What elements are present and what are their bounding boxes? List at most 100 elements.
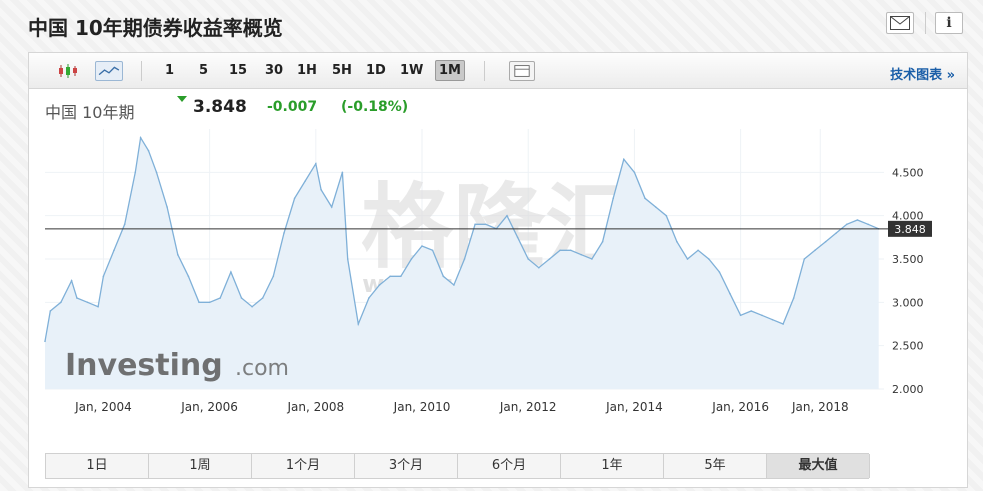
y-tick-label: 3.000 (892, 296, 924, 309)
data-point (612, 197, 614, 200)
data-point (591, 258, 593, 260)
x-tick-label: Jan, 2004 (74, 400, 132, 414)
range-button[interactable]: 1周 (149, 454, 252, 478)
range-button[interactable]: 5年 (664, 454, 767, 478)
data-point (538, 266, 540, 269)
data-point (782, 323, 784, 325)
data-point (665, 214, 668, 217)
x-tick-label: Jan, 2012 (499, 400, 557, 414)
data-point (261, 297, 264, 299)
range-button[interactable]: 1个月 (252, 454, 355, 478)
data-point (506, 214, 508, 217)
timeframe-5h[interactable]: 5H (332, 63, 352, 78)
header-divider (925, 12, 926, 34)
change-arrow-icon (177, 96, 187, 102)
data-point (272, 275, 275, 278)
data-point (516, 236, 519, 239)
x-tick-label: Jan, 2014 (605, 400, 663, 414)
data-point (304, 180, 307, 182)
data-point (814, 249, 816, 252)
data-point (421, 245, 423, 247)
timeframe-1d[interactable]: 1D (366, 63, 386, 78)
data-point (147, 149, 150, 152)
data-point (230, 271, 232, 273)
data-point (856, 219, 859, 221)
range-selector: 1日 1周 1个月 3个月 6个月 1年 5年 最大值 (45, 453, 870, 479)
data-point (341, 171, 344, 174)
technical-chart-link[interactable]: 技术图表 » (890, 68, 955, 83)
data-point (431, 249, 434, 252)
y-tick-label: 2.500 (892, 340, 924, 353)
data-point (527, 258, 529, 260)
instrument-name: 中国 10年期 (45, 103, 135, 122)
data-point (803, 258, 806, 260)
data-point (824, 240, 827, 243)
data-point (113, 249, 115, 252)
timeframe-1w[interactable]: 1W (400, 63, 424, 78)
data-point (623, 158, 625, 161)
timeframe-1h[interactable]: 1H (297, 63, 317, 78)
range-button[interactable]: 3个月 (355, 454, 458, 478)
x-tick-label: Jan, 2006 (180, 400, 238, 414)
range-button[interactable]: 最大值 (767, 454, 870, 478)
timeframe-5[interactable]: 5 (199, 63, 209, 78)
y-tick-label: 4.000 (892, 210, 924, 223)
range-button[interactable]: 6个月 (458, 454, 561, 478)
data-point (219, 297, 221, 299)
chart-plot[interactable]: 格隆汇www.gelonghui.com3.8482.0002.5003.000… (29, 129, 967, 449)
data-point (739, 314, 742, 317)
data-point (771, 318, 774, 321)
x-tick-label: Jan, 2016 (711, 400, 769, 414)
toolbar-separator (141, 61, 142, 81)
investing-logo-suffix: .com (235, 356, 289, 381)
info-icon[interactable]: i (935, 12, 963, 34)
data-point (463, 258, 466, 260)
data-point (835, 232, 837, 234)
current-value-tag (888, 220, 932, 237)
range-button[interactable]: 1年 (561, 454, 664, 478)
data-point (198, 301, 200, 304)
data-point (389, 275, 392, 278)
timeframe-30[interactable]: 30 (265, 63, 284, 78)
settings-icon[interactable] (509, 61, 535, 81)
data-point (548, 258, 551, 260)
data-point (633, 171, 636, 174)
data-point (474, 223, 476, 226)
mail-icon[interactable] (886, 12, 914, 34)
x-tick-label: Jan, 2010 (393, 400, 451, 414)
data-point (166, 206, 168, 208)
toolbar-separator (484, 61, 485, 81)
data-point (846, 223, 848, 226)
candlestick-icon[interactable] (57, 61, 79, 81)
data-point (60, 301, 62, 304)
data-point (378, 284, 381, 286)
investing-logo: Investing (65, 348, 223, 383)
data-point (49, 310, 52, 312)
data-point (569, 249, 572, 252)
page-header: 中国 10年期债券收益率概览 i (0, 0, 983, 52)
data-point (654, 206, 657, 208)
timeframe-1[interactable]: 1 (165, 63, 175, 78)
data-point (283, 232, 285, 234)
range-button[interactable]: 1日 (46, 454, 149, 478)
series-area (45, 137, 879, 389)
price-change: -0.007 (267, 99, 318, 115)
data-point (676, 240, 678, 243)
data-point (697, 249, 699, 252)
data-point (97, 305, 99, 308)
data-point (102, 275, 105, 278)
line-chart-icon[interactable] (95, 61, 123, 81)
timeframe-15[interactable]: 15 (229, 63, 248, 78)
timeframe-1m[interactable]: 1M (435, 60, 465, 81)
current-value-label: 3.848 (894, 223, 926, 236)
x-tick-label: Jan, 2008 (286, 400, 344, 414)
y-tick-label: 2.000 (892, 383, 924, 396)
data-point (123, 223, 126, 226)
data-point (792, 297, 795, 299)
data-point (718, 271, 721, 273)
data-point (729, 292, 731, 295)
data-point (761, 314, 763, 317)
data-point (139, 136, 142, 139)
x-tick-label: Jan, 2018 (791, 400, 849, 414)
data-point (484, 223, 487, 226)
